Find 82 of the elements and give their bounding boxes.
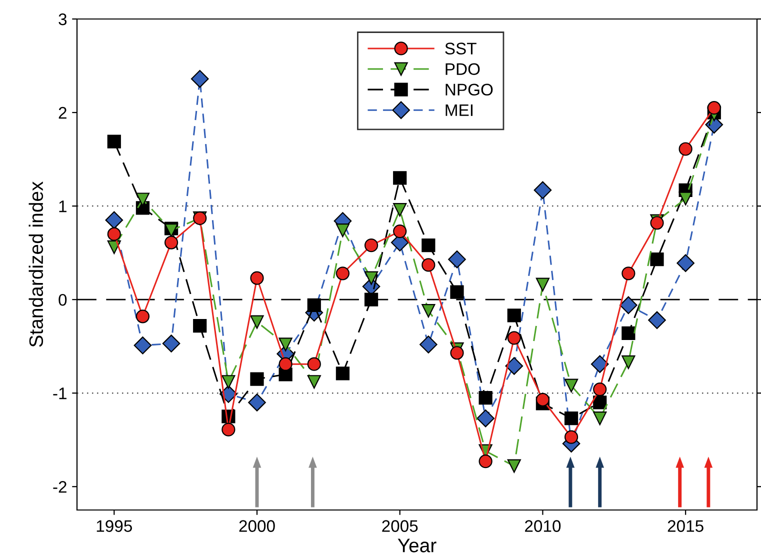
legend-label: NPGO <box>446 84 493 96</box>
point <box>507 331 521 345</box>
x-tick-label: 2000 <box>239 520 275 532</box>
point <box>250 315 264 329</box>
point <box>136 192 150 206</box>
point <box>505 357 524 375</box>
point <box>678 192 692 206</box>
point <box>564 430 578 444</box>
point <box>364 271 378 285</box>
point <box>393 171 407 185</box>
point <box>422 258 436 272</box>
point <box>593 382 607 396</box>
point <box>336 266 350 280</box>
y-tick-label: 2 <box>58 106 66 119</box>
point <box>564 378 578 392</box>
point <box>393 202 407 217</box>
legend-label: MEI <box>446 104 472 116</box>
point <box>707 101 721 115</box>
y-tick-label: -1 <box>53 388 66 400</box>
point <box>222 422 236 436</box>
point <box>476 409 494 428</box>
point <box>593 396 607 410</box>
point <box>450 285 464 299</box>
point <box>364 238 378 252</box>
point <box>136 310 150 324</box>
y-axis-title: Standardized index <box>28 181 44 347</box>
point <box>590 355 609 374</box>
x-tick-label: 1995 <box>96 520 132 532</box>
legend-label: PDO <box>446 63 480 76</box>
y-tick-label: 3 <box>58 13 67 26</box>
point <box>478 390 492 405</box>
point <box>222 375 236 389</box>
point <box>448 250 466 268</box>
point <box>620 296 638 314</box>
point <box>536 392 550 406</box>
point <box>478 454 492 468</box>
point <box>593 412 607 426</box>
point <box>193 318 207 333</box>
point <box>364 292 378 306</box>
point <box>336 366 350 380</box>
point <box>164 236 178 250</box>
y-tick-label: 0 <box>58 294 67 306</box>
point <box>678 142 692 156</box>
point <box>507 308 521 322</box>
point <box>250 271 264 285</box>
point <box>420 336 438 354</box>
y-tick-label: 1 <box>59 200 66 212</box>
point <box>107 134 121 148</box>
point <box>278 357 292 371</box>
point <box>107 240 121 254</box>
point <box>622 266 636 280</box>
point <box>507 459 521 473</box>
point <box>622 326 636 340</box>
point <box>278 338 292 352</box>
point <box>676 254 694 272</box>
point <box>336 224 350 238</box>
point <box>393 224 407 238</box>
point <box>134 336 152 354</box>
x-tick-label: 2010 <box>525 520 561 532</box>
point <box>648 311 666 330</box>
legend-label: SST <box>445 42 476 54</box>
point <box>250 372 264 386</box>
x-tick-label: 2015 <box>668 520 704 532</box>
point <box>422 238 436 252</box>
point <box>622 355 636 370</box>
x-tick-label: 2005 <box>382 520 418 532</box>
point <box>307 375 321 389</box>
point <box>190 70 209 88</box>
point <box>564 412 578 426</box>
point <box>536 278 550 292</box>
point <box>248 394 266 412</box>
point <box>450 346 464 360</box>
point <box>105 211 124 229</box>
point <box>307 357 321 371</box>
y-tick-label: -2 <box>53 481 66 493</box>
point <box>534 181 552 200</box>
point <box>107 227 121 241</box>
x-axis-title: Year <box>398 538 436 552</box>
point <box>650 252 664 266</box>
point <box>422 304 436 318</box>
point <box>162 334 180 352</box>
point <box>307 298 321 312</box>
